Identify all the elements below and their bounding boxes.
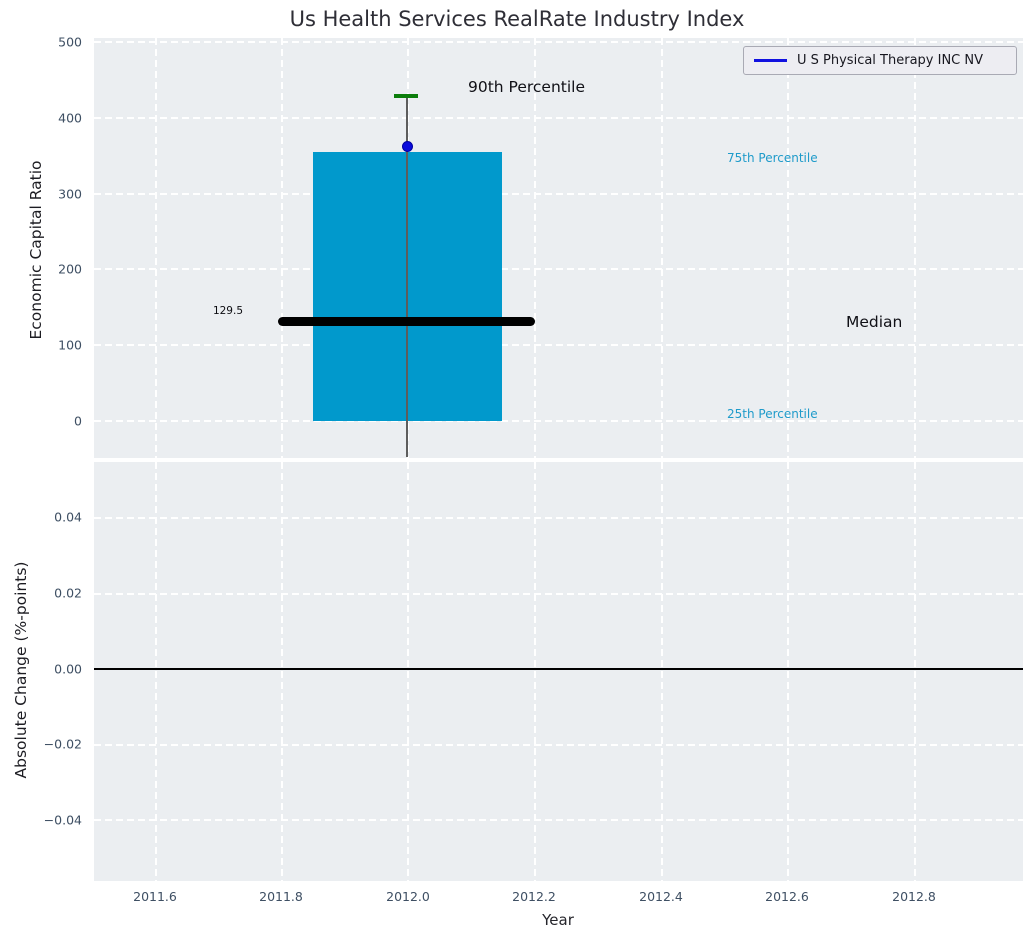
gridline-v xyxy=(281,462,283,881)
bottom-plot-absolute-change xyxy=(94,462,1023,881)
y-tick-label: 0 xyxy=(74,413,82,429)
gridline-h xyxy=(94,420,1023,422)
y-tick-label: 300 xyxy=(58,186,82,202)
page-title: Us Health Services RealRate Industry Ind… xyxy=(289,7,745,31)
zero-line xyxy=(94,668,1023,670)
gridline-h xyxy=(94,593,1023,595)
gridline-v xyxy=(534,38,536,458)
x-tick-label: 2012.6 xyxy=(765,889,809,904)
y-tick-label: 0.00 xyxy=(54,661,82,677)
top-plot-economic-capital-ratio: 90th Percentile 75th Percentile Median 2… xyxy=(94,38,1023,458)
gridline-h xyxy=(94,41,1023,43)
legend-label: U S Physical Therapy INC NV xyxy=(797,53,983,68)
y-tick-label: 100 xyxy=(58,337,82,353)
gridline-v xyxy=(407,462,409,881)
percentile-90-cap xyxy=(394,94,418,98)
y-axis-label-bottom: Absolute Change (%-points) xyxy=(12,561,30,779)
y-axis-label-top: Economic Capital Ratio xyxy=(27,160,45,340)
annotation-25th-percentile: 25th Percentile xyxy=(727,407,818,421)
gridline-h xyxy=(94,344,1023,346)
x-tick-label: 2012.2 xyxy=(512,889,556,904)
gridline-h xyxy=(94,268,1023,270)
x-tick-label: 2012.4 xyxy=(639,889,683,904)
gridline-v xyxy=(155,38,157,458)
gridline-v xyxy=(661,462,663,881)
x-tick-label: 2012.0 xyxy=(386,889,430,904)
y-tick-label: 500 xyxy=(58,34,82,50)
legend-line-swatch xyxy=(754,59,787,62)
gridline-v xyxy=(787,462,789,881)
y-tick-label: 400 xyxy=(58,110,82,126)
x-tick-label: 2011.6 xyxy=(133,889,177,904)
y-tick-label: −0.04 xyxy=(43,812,82,828)
y-tick-label: 0.02 xyxy=(54,585,82,601)
gridline-h xyxy=(94,193,1023,195)
gridline-h xyxy=(94,517,1023,519)
gridline-v xyxy=(914,38,916,458)
company-value-marker xyxy=(402,141,413,152)
median-line xyxy=(278,317,535,326)
legend: U S Physical Therapy INC NV xyxy=(743,46,1017,75)
gridline-v xyxy=(155,462,157,881)
whisker-line xyxy=(406,95,408,457)
annotation-75th-percentile: 75th Percentile xyxy=(727,151,818,165)
y-tick-label: −0.02 xyxy=(43,736,82,752)
gridline-v xyxy=(534,462,536,881)
annotation-median: Median xyxy=(846,313,903,331)
gridline-v xyxy=(914,462,916,881)
y-tick-label: 0.04 xyxy=(54,509,82,525)
gridline-v xyxy=(281,38,283,458)
median-value-label: 129.5 xyxy=(212,305,243,317)
x-tick-label: 2012.8 xyxy=(892,889,936,904)
gridline-h xyxy=(94,819,1023,821)
annotation-90th-percentile: 90th Percentile xyxy=(468,78,586,96)
gridline-h xyxy=(94,744,1023,746)
x-tick-label: 2011.8 xyxy=(259,889,303,904)
gridline-v xyxy=(787,38,789,458)
x-axis-label: Year xyxy=(542,911,574,929)
gridline-h xyxy=(94,117,1023,119)
y-tick-label: 200 xyxy=(58,261,82,277)
gridline-v xyxy=(661,38,663,458)
